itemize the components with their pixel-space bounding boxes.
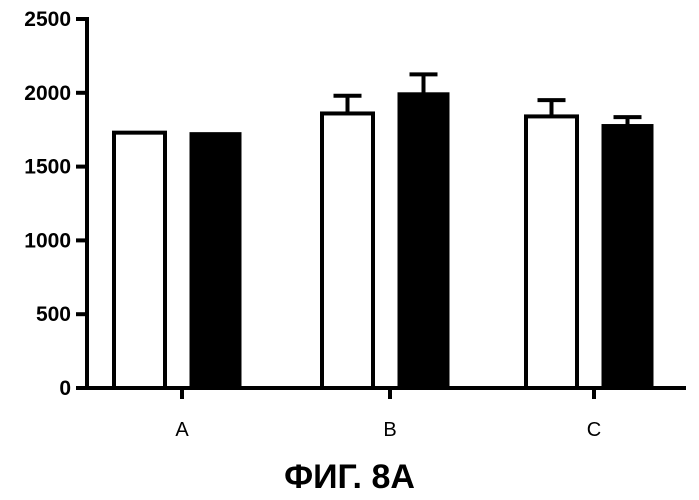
- bar: [190, 133, 241, 388]
- y-tick-label: 2000: [24, 82, 71, 105]
- y-tick-label: 500: [36, 303, 71, 326]
- bar: [526, 116, 577, 388]
- x-tick-label: A: [175, 419, 189, 441]
- axes: [76, 17, 686, 399]
- bar: [114, 133, 165, 388]
- y-tick-label: 1500: [24, 156, 71, 179]
- bars: [114, 74, 653, 388]
- x-tick-label: B: [383, 419, 396, 441]
- y-tick-label: 0: [59, 377, 71, 400]
- bar: [602, 125, 653, 388]
- y-tick-label: 1000: [24, 229, 71, 252]
- bar: [322, 113, 373, 388]
- x-tick-label: C: [587, 419, 601, 441]
- bar: [398, 93, 449, 388]
- labels: 0 500 1000 1500 2000 2500 A B C: [24, 8, 601, 441]
- figure-caption: ФИГ. 8А: [0, 458, 699, 497]
- y-tick-label: 2500: [24, 8, 71, 31]
